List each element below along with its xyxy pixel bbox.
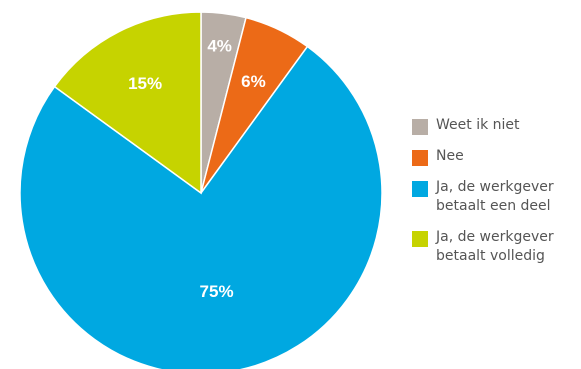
slice-label-nee: 6% (241, 72, 266, 91)
legend-swatch (412, 150, 428, 166)
legend-label-line-2: betaalt een deel (436, 198, 551, 214)
legend: Weet ik niet Nee Ja, de werkgever betaal… (412, 116, 554, 278)
legend-item-ja-deel: Ja, de werkgever betaalt een deel (412, 178, 554, 216)
pie-chart: 4% 6% 75% 15% (19, 11, 383, 369)
legend-label: Ja, de werkgever (436, 179, 554, 195)
legend-label: Ja, de werkgever (436, 229, 554, 245)
legend-item-nee: Nee (412, 147, 554, 166)
legend-item-weet-ik-niet: Weet ik niet (412, 116, 554, 135)
legend-label: Weet ik niet (436, 117, 520, 133)
slice-label-weet-ik-niet: 4% (207, 36, 232, 55)
pie-slice-ja-volledig (53, 11, 202, 195)
legend-label: Nee (436, 148, 464, 164)
legend-item-ja-volledig: Ja, de werkgever betaalt volledig (412, 228, 554, 266)
slice-label-ja-volledig: 15% (128, 74, 162, 93)
legend-swatch (412, 231, 428, 247)
legend-swatch (412, 181, 428, 197)
pie-slice-ja-deel (19, 45, 383, 369)
legend-label-line-2: betaalt volledig (436, 248, 545, 264)
legend-swatch (412, 119, 428, 135)
slice-label-ja-deel: 75% (200, 282, 234, 301)
